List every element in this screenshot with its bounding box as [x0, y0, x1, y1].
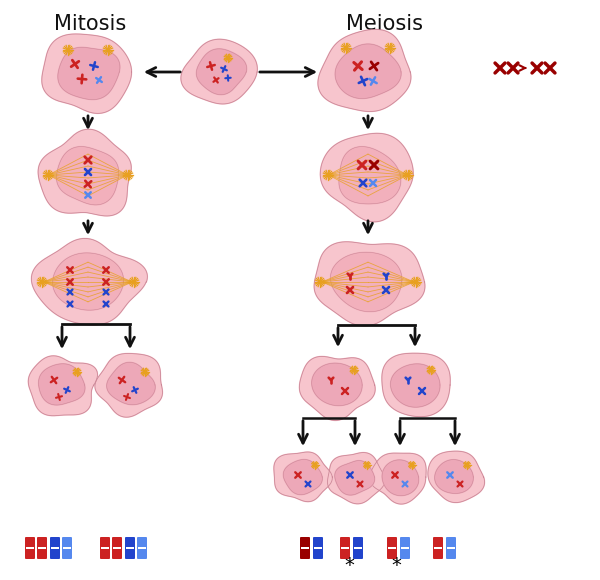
Bar [301, 547, 309, 549]
Bar [101, 547, 109, 549]
Polygon shape [42, 34, 131, 114]
Text: *: * [344, 556, 354, 575]
Polygon shape [335, 461, 374, 495]
FancyBboxPatch shape [340, 537, 350, 559]
Polygon shape [181, 39, 257, 104]
Bar [434, 547, 442, 549]
Bar [401, 547, 409, 549]
Bar [388, 547, 396, 549]
Polygon shape [328, 452, 385, 504]
Text: Mitosis: Mitosis [54, 14, 126, 34]
FancyBboxPatch shape [313, 537, 323, 559]
Polygon shape [56, 147, 119, 205]
Polygon shape [339, 147, 401, 204]
Polygon shape [318, 30, 411, 111]
Polygon shape [370, 453, 426, 504]
Bar [341, 547, 349, 549]
FancyBboxPatch shape [387, 537, 397, 559]
Polygon shape [428, 451, 485, 502]
Bar [314, 547, 322, 549]
Polygon shape [391, 364, 440, 407]
Polygon shape [382, 353, 450, 416]
Bar [113, 547, 121, 549]
Polygon shape [28, 356, 97, 416]
Polygon shape [382, 460, 419, 496]
Polygon shape [320, 133, 413, 222]
Polygon shape [107, 362, 155, 405]
FancyBboxPatch shape [353, 537, 363, 559]
FancyBboxPatch shape [100, 537, 110, 559]
Bar [51, 547, 59, 549]
Bar [63, 547, 71, 549]
Polygon shape [38, 129, 131, 216]
FancyBboxPatch shape [25, 537, 35, 559]
Polygon shape [196, 49, 247, 95]
Bar [126, 547, 134, 549]
FancyBboxPatch shape [50, 537, 60, 559]
Bar [354, 547, 362, 549]
FancyBboxPatch shape [400, 537, 410, 559]
Polygon shape [312, 363, 362, 405]
Polygon shape [95, 353, 163, 417]
Polygon shape [31, 238, 148, 325]
Bar [38, 547, 46, 549]
Polygon shape [299, 357, 375, 420]
FancyBboxPatch shape [125, 537, 135, 559]
FancyBboxPatch shape [446, 537, 456, 559]
Polygon shape [335, 44, 401, 99]
Text: Meiosis: Meiosis [347, 14, 424, 34]
FancyBboxPatch shape [300, 537, 310, 559]
Polygon shape [434, 459, 473, 494]
Bar [26, 547, 34, 549]
FancyBboxPatch shape [112, 537, 122, 559]
Bar [138, 547, 146, 549]
Polygon shape [58, 48, 120, 100]
Bar [447, 547, 455, 549]
Polygon shape [38, 364, 85, 405]
Polygon shape [314, 242, 425, 326]
FancyBboxPatch shape [433, 537, 443, 559]
Text: *: * [391, 556, 401, 575]
FancyBboxPatch shape [62, 537, 72, 559]
Polygon shape [53, 253, 124, 310]
Polygon shape [331, 252, 402, 311]
FancyBboxPatch shape [37, 537, 47, 559]
Polygon shape [283, 459, 322, 495]
FancyBboxPatch shape [137, 537, 147, 559]
Polygon shape [274, 452, 332, 502]
